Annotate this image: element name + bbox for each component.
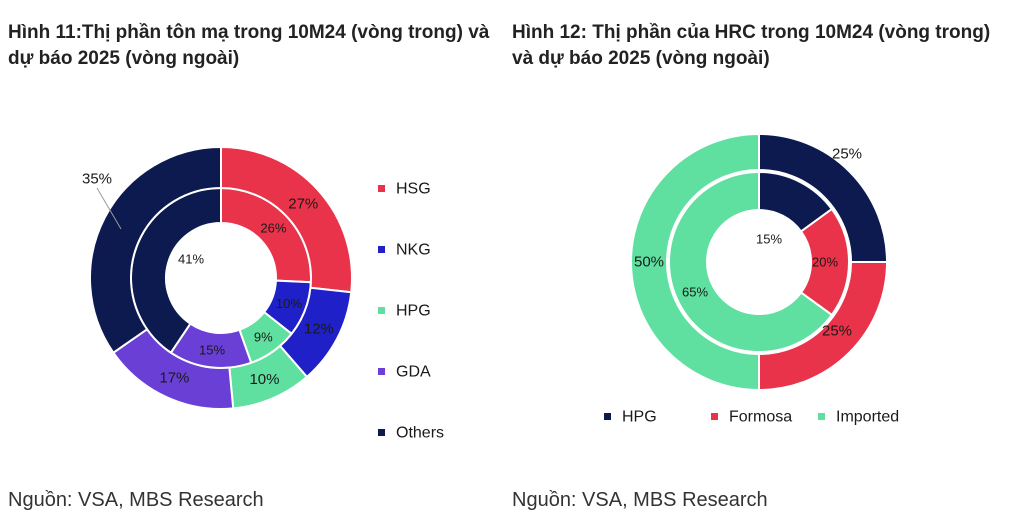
data-label: 27% — [288, 196, 318, 213]
legend-label: Others — [396, 425, 444, 442]
chart-title: Hình 11:Thị phần tôn mạ trong 10M24 (vòn… — [8, 22, 490, 69]
legend-swatch — [604, 413, 611, 420]
data-label: 65% — [682, 285, 708, 300]
data-label: 20% — [812, 255, 838, 270]
legend-swatch — [378, 368, 385, 375]
slice-inner-imported — [668, 170, 834, 353]
chart-source: Nguồn: VSA, MBS Research — [512, 489, 768, 511]
data-label: 50% — [634, 254, 664, 271]
legend-swatch — [378, 307, 385, 314]
data-label: 25% — [832, 146, 862, 163]
legend-label: NKG — [396, 242, 431, 259]
data-label: 9% — [254, 329, 273, 344]
legend-label: HSG — [396, 181, 431, 198]
data-label: 26% — [260, 220, 286, 235]
data-label: 35% — [82, 171, 112, 188]
legend-swatch — [818, 413, 825, 420]
donut-chart-hrc-share: 15% 20% 65% 25% 25% 50% HPG Formosa Imported — [604, 132, 899, 426]
data-label: 15% — [199, 342, 225, 357]
chart-source: Nguồn: VSA, MBS Research — [8, 489, 264, 511]
chart-panel-right: Hình 12: Thị phần của HRC trong 10M24 (v… — [504, 0, 1024, 528]
chart-panel-left: Hình 11:Thị phần tôn mạ trong 10M24 (vòn… — [0, 0, 500, 528]
data-label: 25% — [822, 323, 852, 340]
data-label: 10% — [249, 371, 279, 388]
data-label: 10% — [276, 296, 302, 311]
legend-swatch — [378, 185, 385, 192]
legend-label: Imported — [836, 409, 899, 426]
data-label: 17% — [159, 370, 189, 387]
leader-line — [96, 187, 122, 230]
legend-swatch — [378, 429, 385, 436]
slice-outer-others — [89, 145, 222, 355]
slice-outer-imported — [630, 132, 760, 392]
chart-title: Hình 12: Thị phần của HRC trong 10M24 (v… — [512, 22, 991, 69]
data-label: 12% — [304, 321, 334, 338]
legend-swatch — [711, 413, 718, 420]
donut-chart-galvanized-share: 26%10%9%15%41%27%12%10%17%35%HSGNKGHPGGD… — [82, 145, 444, 442]
legend-label: HPG — [396, 303, 431, 320]
legend-label: Formosa — [729, 409, 792, 426]
data-label: 41% — [178, 252, 204, 267]
legend-label: GDA — [396, 364, 431, 381]
legend-label: HPG — [622, 409, 657, 426]
legend-swatch — [378, 246, 385, 253]
data-label: 15% — [756, 232, 782, 247]
